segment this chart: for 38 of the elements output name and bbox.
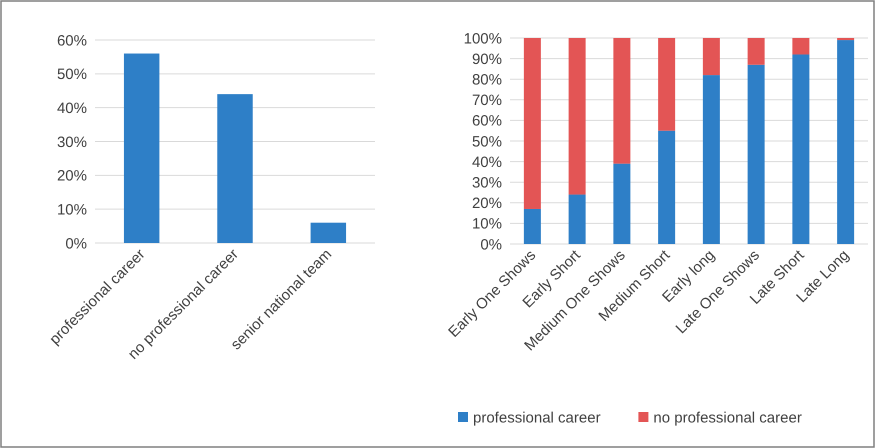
y-tick-label: 50% [472,133,502,150]
y-tick-label: 10% [472,216,502,233]
bar [702,75,720,244]
bar [748,64,765,244]
y-tick-label: 40% [472,154,502,171]
y-tick-label: 70% [472,92,502,110]
bar [702,38,720,76]
y-tick-label: 100% [464,30,502,48]
bar [792,38,810,54]
y-tick-label: 20% [56,168,87,185]
bar [613,164,630,244]
y-tick-label: 0% [65,235,87,252]
y-tick-label: 90% [472,50,502,68]
bar [310,222,346,243]
y-tick-label: 30% [472,174,502,192]
y-tick-label: 50% [56,66,87,84]
y-tick-label: 60% [472,112,502,130]
bar [124,54,160,243]
bar [568,194,586,244]
bar [524,38,541,209]
bar [748,38,765,65]
bar [658,38,676,131]
y-tick-label: 60% [56,32,87,50]
bar [568,38,586,195]
y-tick-label: 40% [56,100,87,117]
y-tick-label: 80% [472,71,502,88]
bar [524,208,541,244]
legend-label: professional career [473,409,601,426]
y-tick-label: 20% [472,195,502,212]
bar [217,94,253,243]
y-tick-label: 10% [56,201,87,218]
legend-label: no professional career [653,409,802,426]
bar [837,40,854,244]
y-tick-label: 0% [480,236,502,254]
y-tick-label: 30% [56,134,87,151]
bar [613,38,630,164]
bar [792,54,810,244]
bar [658,130,676,244]
